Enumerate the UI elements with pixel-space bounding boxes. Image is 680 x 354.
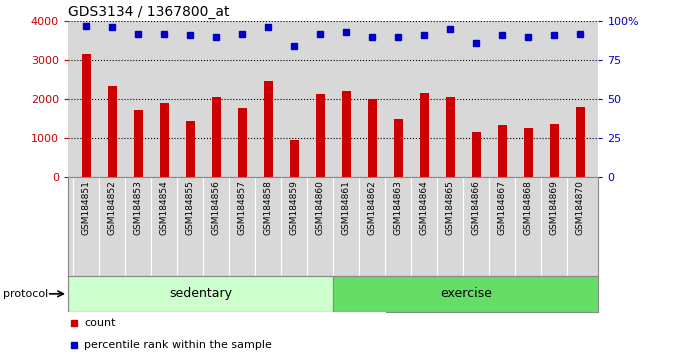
Text: GSM184864: GSM184864 [420, 180, 428, 235]
Bar [368, 99, 377, 177]
Bar [445, 97, 455, 177]
Bar [316, 95, 325, 177]
Bar [549, 125, 559, 177]
Bar [341, 91, 351, 177]
Text: protocol: protocol [3, 289, 49, 299]
Text: GSM184851: GSM184851 [82, 180, 90, 235]
Bar [333, 276, 598, 312]
Text: GSM184866: GSM184866 [472, 180, 481, 235]
Text: GSM184868: GSM184868 [524, 180, 532, 235]
Text: GSM184859: GSM184859 [290, 180, 299, 235]
Bar [264, 81, 273, 177]
Bar [211, 97, 221, 177]
Bar [472, 132, 481, 177]
Text: count: count [84, 318, 116, 329]
Text: GSM184870: GSM184870 [576, 180, 585, 235]
Text: GSM184860: GSM184860 [316, 180, 325, 235]
Text: percentile rank within the sample: percentile rank within the sample [84, 339, 272, 350]
Bar [68, 276, 333, 312]
Text: GSM184869: GSM184869 [549, 180, 559, 235]
Text: GSM184865: GSM184865 [445, 180, 455, 235]
Text: sedentary: sedentary [169, 287, 232, 300]
Bar [420, 92, 429, 177]
Bar [186, 120, 194, 177]
Bar [134, 110, 143, 177]
Text: GSM184863: GSM184863 [394, 180, 403, 235]
Text: GSM184867: GSM184867 [498, 180, 507, 235]
Text: exercise: exercise [440, 287, 492, 300]
Bar [576, 107, 585, 177]
Bar [498, 125, 507, 177]
Bar [290, 141, 299, 177]
Text: GDS3134 / 1367800_at: GDS3134 / 1367800_at [68, 5, 230, 19]
Bar [82, 53, 90, 177]
Bar [394, 119, 403, 177]
Bar [107, 86, 117, 177]
Text: GSM184856: GSM184856 [211, 180, 221, 235]
Text: GSM184862: GSM184862 [368, 180, 377, 235]
Text: GSM184852: GSM184852 [107, 180, 117, 235]
Bar [237, 108, 247, 177]
Text: GSM184857: GSM184857 [238, 180, 247, 235]
Bar [160, 103, 169, 177]
Bar [524, 128, 532, 177]
Text: GSM184854: GSM184854 [160, 180, 169, 235]
Text: GSM184855: GSM184855 [186, 180, 194, 235]
Text: GSM184861: GSM184861 [342, 180, 351, 235]
Text: GSM184853: GSM184853 [134, 180, 143, 235]
Text: GSM184858: GSM184858 [264, 180, 273, 235]
